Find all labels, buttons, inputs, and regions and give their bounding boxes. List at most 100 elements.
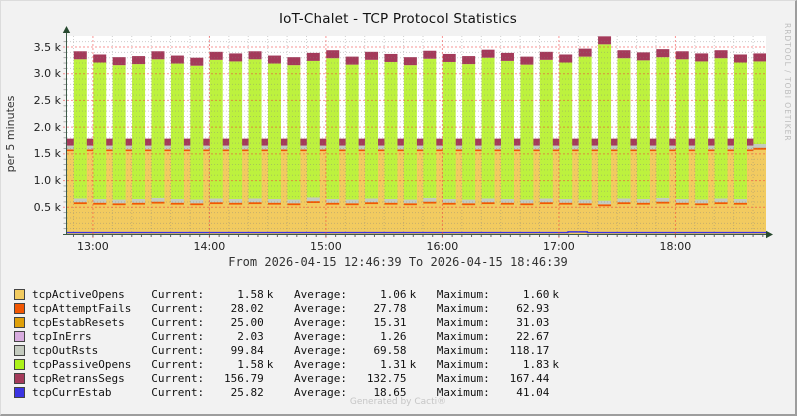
- legend-row: tcpRetransSegs Current: 156.79 Average: 132.…: [14, 371, 566, 385]
- legend-stat-label: Maximum:: [436, 301, 490, 315]
- chart-area-segment: [384, 202, 398, 205]
- chart-area-segment: [112, 205, 126, 234]
- legend-stat-label: Average:: [294, 343, 347, 357]
- legend-stat-value: 41.04: [516, 385, 550, 399]
- y-axis-arrow-icon: [62, 26, 71, 33]
- chart-area-segment: [287, 57, 301, 66]
- legend-stat-value: 167.44: [509, 371, 550, 385]
- chart-area-segment: [462, 205, 476, 234]
- chart-area-segment: [598, 36, 612, 45]
- chart-area-segment: [365, 51, 379, 60]
- chart-area-segment: [267, 204, 281, 234]
- chart-area-segment: [733, 62, 747, 200]
- legend-stat-label: Maximum:: [436, 371, 490, 385]
- chart-area-segment: [229, 61, 243, 200]
- chart-area-segment: [539, 202, 553, 205]
- chart-area-segment: [520, 199, 534, 204]
- chart-area-segment: [248, 202, 262, 205]
- legend-stat-label: Maximum:: [436, 357, 490, 371]
- chart-area-segment: [462, 203, 476, 206]
- legend-stat-unit: k: [552, 287, 559, 301]
- chart-area-segment: [559, 202, 573, 205]
- chart-area-segment: [403, 65, 417, 200]
- legend-stat-value: 1.58: [237, 357, 264, 371]
- legend-stat-label: Current:: [151, 329, 205, 343]
- chart-area-segment: [403, 205, 417, 234]
- chart-area-segment: [345, 56, 359, 65]
- chart-area-segment: [267, 202, 281, 205]
- chart-area-segment: [656, 49, 670, 58]
- chart-area-segment: [229, 53, 243, 62]
- chart-area-segment: [365, 204, 379, 234]
- y-tick-label: 3.5 k: [33, 40, 61, 54]
- legend-stat-value: 28.02: [230, 301, 264, 315]
- chart-area-segment: [267, 55, 281, 64]
- chart-area-segment: [112, 65, 126, 200]
- legend-stat-unit: k: [266, 357, 274, 371]
- y-tick-label: 2.5 k: [33, 93, 61, 107]
- chart-area-segment: [695, 205, 709, 234]
- chart-area-segment: [93, 199, 107, 203]
- legend-series-name: tcpActiveOpens: [32, 287, 125, 301]
- chart-area-segment: [636, 202, 650, 205]
- chart-area-segment: [151, 203, 165, 234]
- chart-area-segment: [403, 57, 417, 66]
- chart-area-segment: [326, 202, 340, 205]
- chart-area-segment: [675, 202, 689, 205]
- legend-series-name: tcpOutRsts: [32, 343, 99, 357]
- chart-area-segment: [481, 204, 495, 234]
- chart-area-segment: [675, 204, 689, 234]
- date-range: From 2026-04-15 12:46:39 To 2026-04-15 1…: [228, 255, 568, 269]
- legend-stat-label: Maximum:: [436, 385, 490, 399]
- chart-area-segment: [326, 50, 340, 59]
- chart-area-segment: [675, 199, 689, 203]
- legend-stat-value: 99.84: [230, 343, 264, 357]
- chart-area-segment: [462, 56, 476, 65]
- chart-area-segment: [132, 202, 146, 205]
- chart-area-segment: [365, 202, 379, 205]
- chart-area-segment: [151, 51, 165, 60]
- chart-area-segment: [423, 50, 437, 59]
- legend-stat-value: 25.00: [230, 315, 264, 329]
- chart-area-segment: [636, 199, 650, 203]
- x-axis-arrow-icon: [766, 230, 773, 239]
- legend-stat-value: 1.60: [522, 287, 550, 301]
- legend-stat-label: Maximum:: [436, 287, 490, 301]
- chart-area-segment: [151, 59, 165, 198]
- chart-area-segment: [93, 202, 107, 205]
- chart-area-segment: [287, 199, 301, 204]
- chart-area-segment: [598, 44, 612, 201]
- chart-area-segment: [520, 205, 534, 234]
- chart-area-segment: [306, 201, 320, 204]
- legend-row: tcpOutRsts Current: 99.84 Average: 69.58 Maxi…: [14, 343, 566, 357]
- chart-area-segment: [403, 199, 417, 204]
- legend-stat-value: 18.65: [373, 385, 407, 399]
- chart-area-segment: [442, 53, 456, 62]
- legend-color-swatch: [14, 372, 25, 384]
- chart-area-segment: [578, 205, 592, 234]
- rrdtool-watermark: RRDTOOL / TOBI OETIKER: [783, 23, 792, 142]
- y-tick-label: 3.0 k: [33, 67, 61, 81]
- chart-area-segment: [539, 51, 553, 60]
- legend-stat-label: Current:: [151, 315, 205, 329]
- chart-area-segment: [481, 49, 495, 58]
- legend-color-swatch: [14, 358, 25, 370]
- legend-row: tcpInErrs Current: 2.03 Average: 1.26 Maximum…: [14, 329, 566, 343]
- chart-area-segment: [675, 51, 689, 60]
- chart-area-segment: [151, 201, 165, 204]
- chart-area-segment: [267, 199, 281, 203]
- legend-stat-unit: k: [552, 357, 559, 371]
- chart-area-segment: [229, 204, 243, 234]
- chart-area-segment: [423, 203, 437, 234]
- legend-stat-label: Average:: [294, 287, 347, 301]
- chart-area-segment: [132, 64, 146, 200]
- legend-stat-value: 1.58: [237, 287, 264, 301]
- x-tick-label: 15:00: [310, 240, 342, 253]
- chart-area-segment: [132, 204, 146, 234]
- chart-area-segment: [733, 202, 747, 205]
- legend-stat-label: Current:: [151, 343, 205, 357]
- chart-area-segment: [326, 58, 340, 200]
- chart-area-segment: [209, 59, 223, 199]
- chart-area-segment: [656, 201, 670, 204]
